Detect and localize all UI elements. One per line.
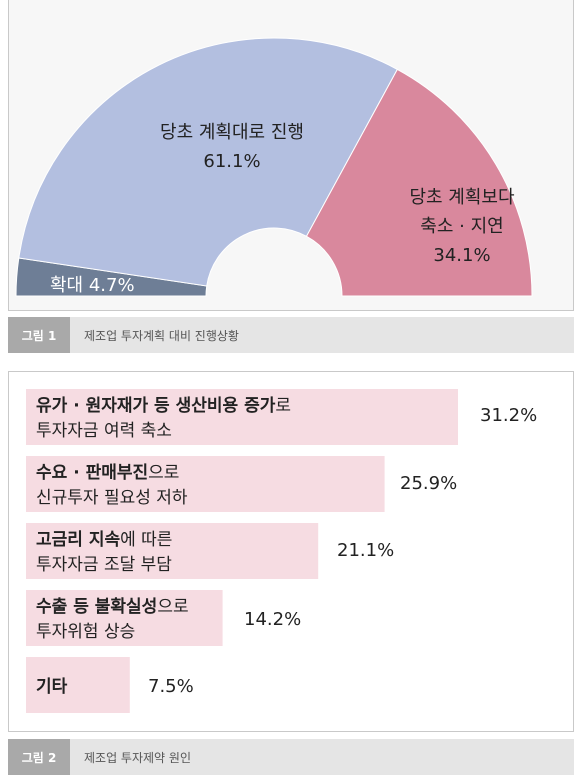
pie-value-as-planned: 61.1% bbox=[203, 151, 260, 172]
bar-2 bbox=[26, 523, 319, 579]
bar-value-2: 21.1% bbox=[337, 540, 394, 561]
pie-label-as-planned: 당초 계획대로 진행 bbox=[160, 122, 304, 143]
figure-2-number: 그림 2 bbox=[8, 739, 70, 775]
bar-label-0-line2: 투자자금 여력 축소 bbox=[36, 421, 172, 441]
bar-label-1-suffix: 으로 bbox=[148, 463, 179, 483]
bar-label-3-suffix: 으로 bbox=[157, 597, 188, 617]
figure-1-number: 그림 1 bbox=[8, 317, 70, 353]
bar-value-4: 7.5% bbox=[148, 676, 194, 697]
pie-slice-as-planned bbox=[18, 37, 399, 287]
bar-value-3: 14.2% bbox=[244, 609, 301, 630]
bar-label-2-line1: 고금리 지속에 따른 bbox=[36, 530, 172, 550]
bar-label-2-bold: 고금리 지속 bbox=[36, 530, 120, 550]
bar-label-3-line1: 수출 등 불확실성으로 bbox=[36, 597, 189, 617]
bar-1 bbox=[26, 456, 385, 512]
figure-1-title: 제조업 투자계획 대비 진행상황 bbox=[84, 328, 239, 343]
pie-value-reduced: 34.1% bbox=[433, 245, 490, 266]
bar-label-1-bold: 수요 · 판매부진 bbox=[36, 463, 148, 483]
pie-label-expand-name: 확대 bbox=[50, 275, 83, 296]
bar-3 bbox=[26, 590, 223, 646]
bar-label-0-suffix: 로 bbox=[275, 396, 291, 416]
bar-label-1-line1: 수요 · 판매부진으로 bbox=[36, 463, 179, 483]
bar-value-0: 31.2% bbox=[480, 405, 537, 426]
bar-label-3-bold: 수출 등 불확실성 bbox=[36, 597, 157, 617]
bar-label-0-bold: 유가 · 원자재가 등 생산비용 증가 bbox=[36, 396, 276, 416]
bar-label-1-line2: 신규투자 필요성 저하 bbox=[36, 488, 188, 508]
pie-value-expand: 4.7% bbox=[89, 275, 135, 296]
bar-4 bbox=[26, 657, 130, 713]
bar-label-2-suffix: 에 따른 bbox=[120, 530, 172, 550]
bar-label-2-line2: 투자자금 조달 부담 bbox=[36, 555, 172, 575]
figure-2-title: 제조업 투자제약 원인 bbox=[84, 750, 191, 765]
pie-slice-reduced bbox=[305, 68, 533, 297]
pie-label-reduced-line1: 당초 계획보다 bbox=[409, 187, 515, 208]
bar-chart bbox=[26, 389, 458, 713]
bar-0 bbox=[26, 389, 458, 445]
semi-donut-chart bbox=[15, 37, 533, 297]
bar-label-0-line1: 유가 · 원자재가 등 생산비용 증가로 bbox=[36, 396, 291, 416]
pie-label-reduced-line2: 축소 · 지연 bbox=[420, 216, 503, 237]
bar-value-1: 25.9% bbox=[400, 473, 457, 494]
bar-label-3-line2: 투자위험 상승 bbox=[36, 622, 135, 642]
figure-2-caption: 그림 2 제조업 투자제약 원인 bbox=[8, 739, 574, 775]
figure-1-caption: 그림 1 제조업 투자계획 대비 진행상황 bbox=[8, 317, 574, 353]
pie-label-expand: 확대 4.7% bbox=[50, 275, 135, 296]
bar-label-4: 기타 bbox=[36, 677, 68, 697]
